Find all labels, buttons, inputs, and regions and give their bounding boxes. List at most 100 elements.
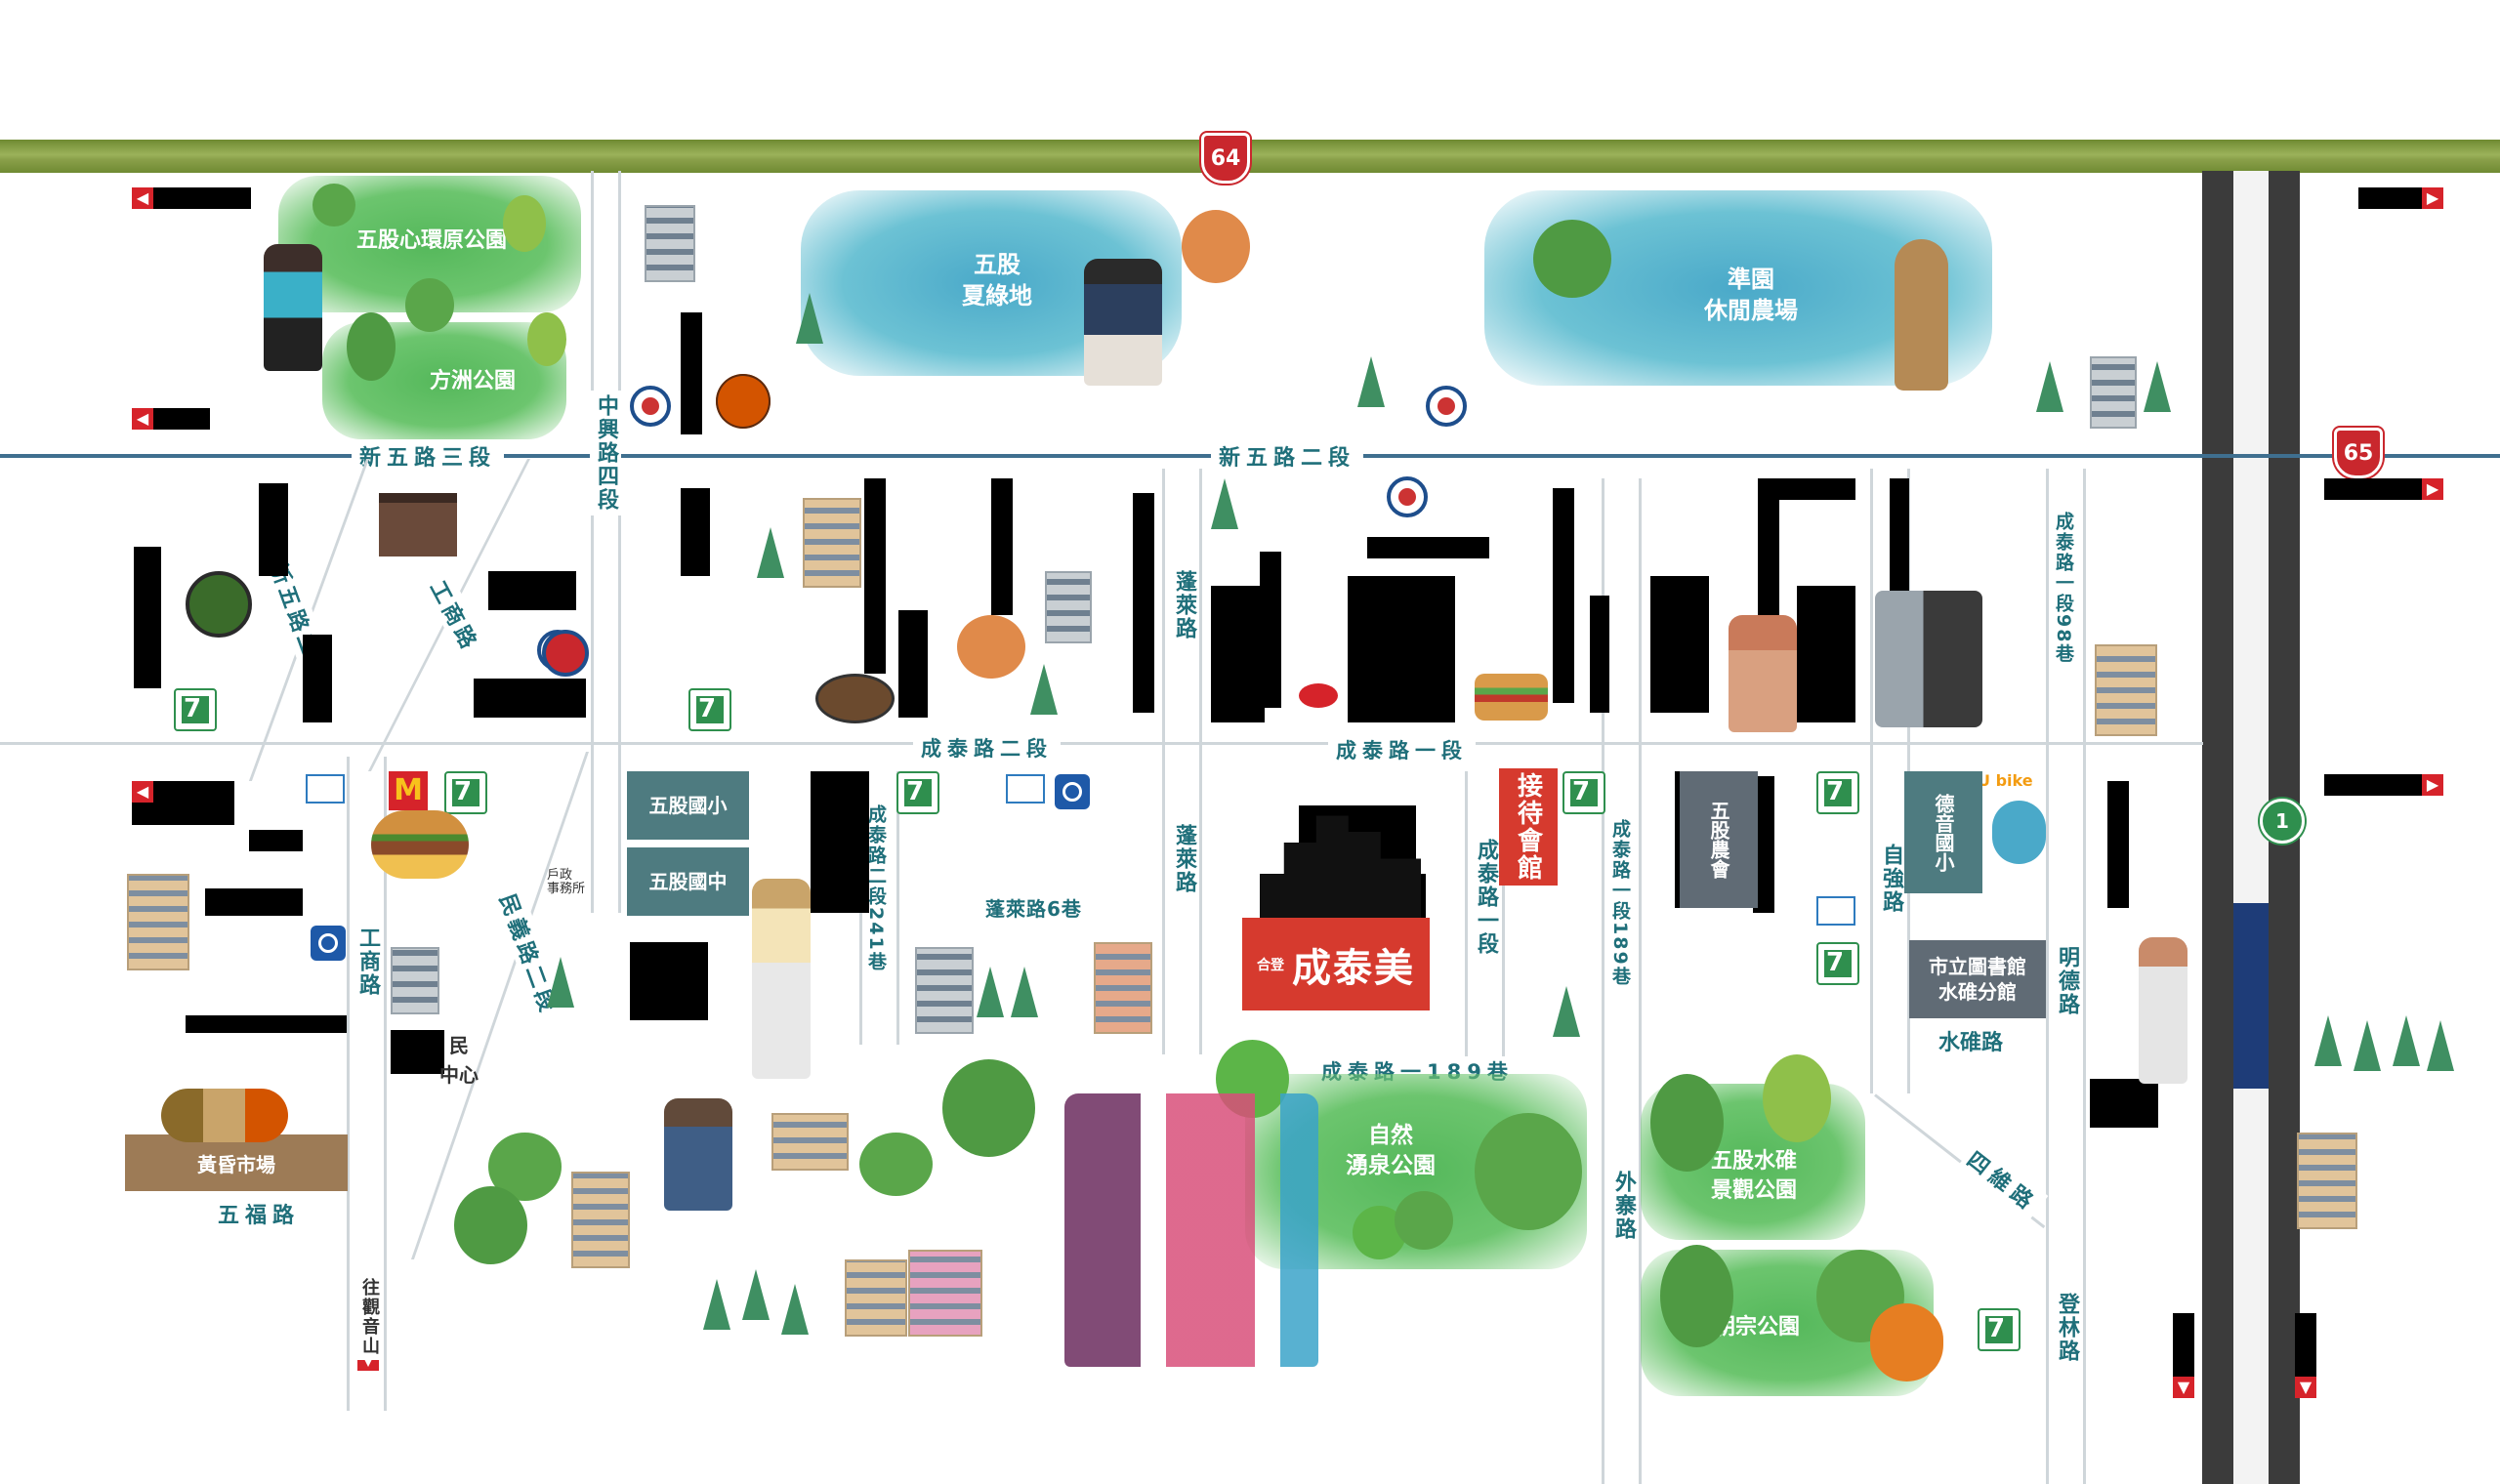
pine-4: [1030, 664, 1058, 715]
tree-2: [503, 195, 546, 252]
redact-43: [2295, 1313, 2316, 1396]
wugu-junior-box: 五股國中: [627, 847, 749, 916]
tree-1: [312, 184, 355, 227]
redact-33: [2107, 781, 2129, 908]
redact-42: [2173, 1313, 2194, 1396]
ubike-icon: U bike: [1978, 771, 2033, 790]
pine-17: [2393, 1015, 2420, 1066]
police-icon-2: [1426, 386, 1467, 427]
seven-eleven-icon-8: 7: [1978, 1308, 2021, 1351]
penglai-road-a: [1162, 469, 1165, 1054]
pine-16: [2354, 1020, 2381, 1071]
tree-16: [942, 1059, 1035, 1157]
redact-7: [681, 312, 702, 434]
seven-eleven-icon-2: 7: [688, 688, 731, 731]
vegetables-icon: [161, 1089, 288, 1142]
label-to-guanyin: 往觀音山: [356, 1274, 382, 1360]
park-fangzhou-label: 方洲公園: [430, 369, 517, 393]
redact-10: [303, 635, 332, 722]
redact-29: [811, 771, 869, 913]
exit-arrow-left-3: ◀: [132, 781, 153, 803]
park-wugu-summer-label: 五股 夏綠地: [962, 251, 1032, 310]
sandwich-icon: [1475, 674, 1548, 721]
label-shuinian: 水碓路: [1938, 1031, 2004, 1055]
redact-19: [1260, 552, 1281, 708]
reception-box[interactable]: 接待會館: [1499, 768, 1558, 886]
redact-38: [630, 942, 708, 1020]
police-icon-1: [630, 386, 671, 427]
couple-illustration: [1084, 259, 1162, 386]
zhongxing-road-right: [618, 171, 621, 913]
zhongxing-road-left: [591, 171, 594, 913]
redact-28: [1890, 478, 1909, 625]
park-natural-spring-label: 自然 湧泉公園: [1346, 1123, 1436, 1179]
label-chengtai-1: 成泰路一段: [1328, 735, 1476, 764]
pine-14: [781, 1284, 809, 1335]
familymart-icon-3: [1816, 896, 1855, 926]
label-ziqiang: 自強路: [1875, 840, 1906, 918]
redact-16: [991, 478, 1013, 615]
pine-1: [796, 293, 823, 344]
building-7: [391, 947, 439, 1014]
label-gongshang: 工商路: [352, 923, 383, 1001]
redact-20: [1348, 576, 1455, 722]
redact-23: [1590, 596, 1609, 713]
chengtai-241-lane-b: [896, 771, 899, 1045]
chengtai-1-lower-road: [1465, 771, 1468, 1064]
building-1: [645, 205, 695, 282]
pine-7: [2144, 361, 2171, 412]
label-penglai-mid: 蓬萊路: [1168, 820, 1199, 898]
redact-36: [249, 830, 303, 851]
tree-12: [1763, 1054, 1831, 1142]
food-plate-icon: [815, 674, 895, 723]
parent-child-illustration: [2139, 937, 2188, 1084]
exit-arrow-right-1: ▶: [2422, 187, 2443, 209]
redact-3: [2358, 187, 2427, 209]
familymart-icon-2: [1006, 774, 1045, 804]
label-chengtai-98: 成泰路一段98巷: [2051, 508, 2077, 669]
label-penglai-top: 蓬萊路: [1168, 566, 1199, 644]
label-chengtai-241: 成泰路二段241巷: [863, 801, 890, 976]
redact-17: [1133, 493, 1154, 713]
mcdonalds-icon: M: [389, 771, 428, 810]
tree-11: [1650, 1074, 1724, 1172]
label-zhongxing-4: 中興路四段: [590, 391, 621, 515]
expressway-sign-1: [2233, 903, 2269, 1089]
shopper-illustration: [1875, 591, 1982, 727]
family-illustration: [1064, 1093, 1318, 1367]
redact-39: [391, 1030, 444, 1074]
family-children-illustration: [1729, 615, 1797, 732]
label-denglin: 登林路: [2051, 1289, 2082, 1367]
label-penglai-lane6: 蓬萊路6巷: [981, 893, 1086, 922]
tree-10: [1475, 1113, 1582, 1230]
gongshang-road-v: [347, 757, 350, 1411]
tree-20: [1395, 1191, 1453, 1250]
building-14: [2297, 1133, 2357, 1229]
label-waizhai: 外寨路: [1607, 1167, 1639, 1245]
wugu-farmers-box: 五股農會: [1680, 771, 1758, 908]
building-6: [127, 874, 189, 970]
label-xiyi: 四維路: [1958, 1140, 2049, 1221]
building-11: [771, 1113, 849, 1171]
hikers-illustration: [664, 1098, 732, 1211]
building-3: [1045, 571, 1092, 643]
redact-22: [1553, 488, 1574, 703]
label-xinwu-3: 新五路三段: [352, 440, 505, 472]
seven-eleven-icon-3: 7: [444, 771, 487, 814]
tree-5: [527, 312, 566, 366]
girl-illustration: [752, 879, 811, 1079]
pine-13: [742, 1269, 770, 1320]
tree-6: [1533, 220, 1611, 298]
tree-3: [405, 278, 454, 332]
pine-6: [2036, 361, 2063, 412]
label-chengtai-189: 成泰路一段189巷: [1607, 815, 1634, 991]
redact-6: [2324, 774, 2441, 796]
pine-15: [2314, 1015, 2342, 1066]
salad-icon: [186, 571, 252, 638]
park-wugu-shuinian-label: 五股水碓 景觀公園: [1711, 1149, 1798, 1203]
exit-arrow-right-3: ▶: [2422, 774, 2443, 796]
project-site-box[interactable]: 合登 成泰美: [1242, 918, 1430, 1010]
seven-eleven-icon-1: 7: [174, 688, 217, 731]
seven-eleven-icon-5: 7: [1562, 771, 1605, 814]
redact-9: [259, 483, 288, 576]
